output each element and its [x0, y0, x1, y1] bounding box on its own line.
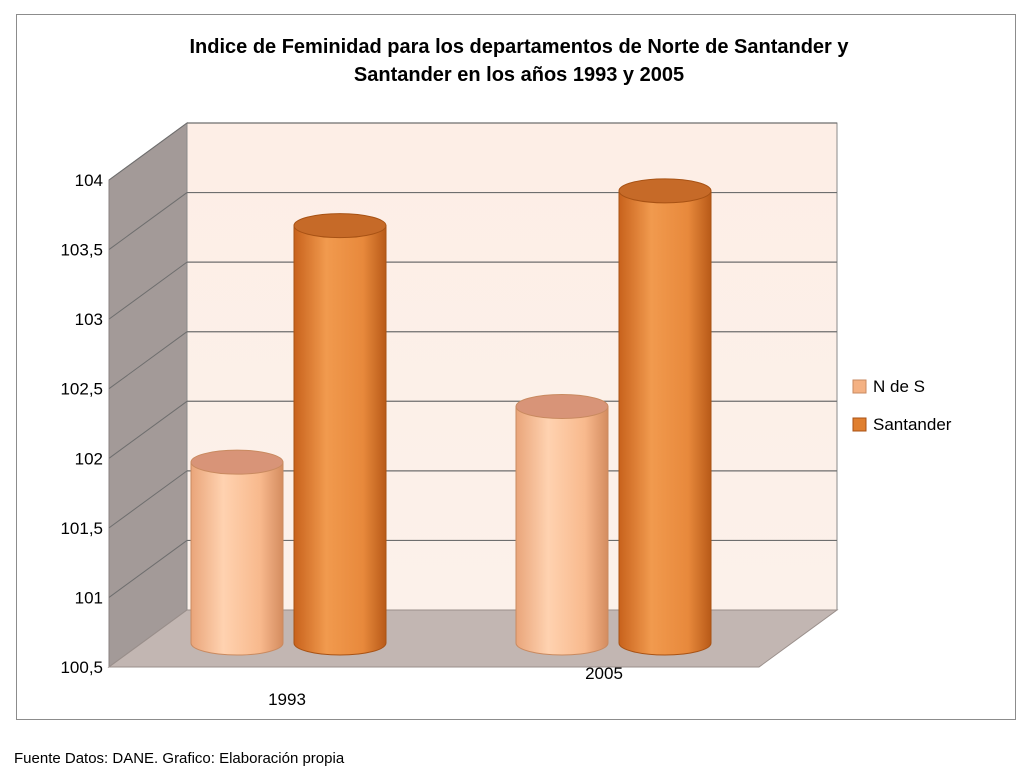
bar-top	[515, 394, 609, 420]
bar-body	[515, 406, 609, 656]
y-tick-label: 102	[75, 449, 103, 468]
bar-top	[293, 213, 387, 239]
source-note: Fuente Datos: DANE. Grafico: Elaboración…	[14, 750, 345, 767]
y-tick-label: 103,5	[60, 241, 103, 260]
bar-body	[293, 225, 387, 656]
legend-swatch	[852, 379, 867, 394]
bar	[618, 178, 712, 656]
bar-body	[618, 190, 712, 656]
back-wall	[186, 122, 838, 611]
y-tick-label: 100,5	[60, 658, 103, 677]
chart-title-line-1: Indice de Feminidad para los departament…	[189, 36, 849, 58]
side-gridline	[108, 261, 188, 320]
bar-top	[618, 178, 712, 204]
y-tick-label: 104	[75, 171, 103, 190]
side-gridline	[108, 331, 188, 390]
side-gridline	[108, 470, 188, 529]
side-gridline	[108, 540, 188, 598]
bar	[190, 449, 284, 656]
chart: Indice de Feminidad para los departament…	[60, 36, 952, 709]
legend-label: N de S	[873, 377, 925, 396]
x-tick-label: 1993	[268, 690, 306, 709]
legend-swatch	[852, 417, 867, 432]
side-gridline	[108, 192, 188, 250]
side-gridline	[108, 400, 188, 459]
chart-frame: Indice de Feminidad para los departament…	[16, 14, 1016, 720]
bar	[515, 394, 609, 656]
bar-body	[190, 461, 284, 656]
x-tick-label: 2005	[585, 664, 623, 683]
y-tick-label: 102,5	[60, 380, 103, 399]
chart-title-line-2: Santander en los años 1993 y 2005	[354, 64, 684, 86]
y-tick-label: 103	[75, 310, 103, 329]
y-tick-label: 101	[75, 588, 103, 607]
side-wall	[108, 122, 188, 668]
bar-top	[190, 449, 284, 475]
legend-label: Santander	[873, 415, 952, 434]
y-tick-label: 101,5	[60, 519, 103, 538]
bar	[293, 213, 387, 656]
side-gridline	[108, 122, 188, 181]
